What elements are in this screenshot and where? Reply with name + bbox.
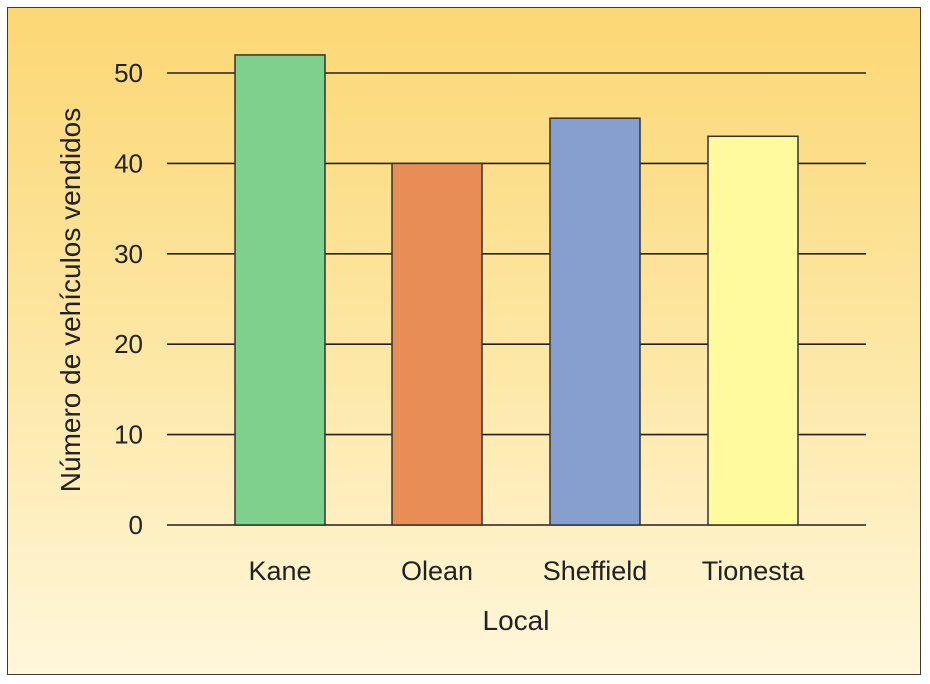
x-axis-label: Local <box>483 605 550 636</box>
y-tick-label: 50 <box>114 58 143 88</box>
y-tick-label: 10 <box>114 420 143 450</box>
y-tick-label: 40 <box>114 148 143 178</box>
x-tick-label: Sheffield <box>543 556 648 586</box>
x-tick-label: Tionesta <box>702 556 806 586</box>
y-tick-labels: 0 10 20 30 40 50 <box>114 58 143 540</box>
bars <box>234 54 799 526</box>
y-tick-label: 0 <box>129 510 143 540</box>
x-tick-label: Olean <box>401 556 473 586</box>
y-tick-label: 30 <box>114 239 143 269</box>
x-tick-label: Kane <box>248 556 311 586</box>
bar-kane <box>234 54 326 526</box>
y-tick-label: 20 <box>114 329 143 359</box>
y-axis-label: Número de vehículos vendidos <box>55 108 86 492</box>
bar-tionesta <box>707 135 799 526</box>
bar-olean <box>391 162 483 526</box>
x-tick-labels: Kane Olean Sheffield Tionesta <box>248 556 805 586</box>
bar-sheffield <box>549 117 641 526</box>
